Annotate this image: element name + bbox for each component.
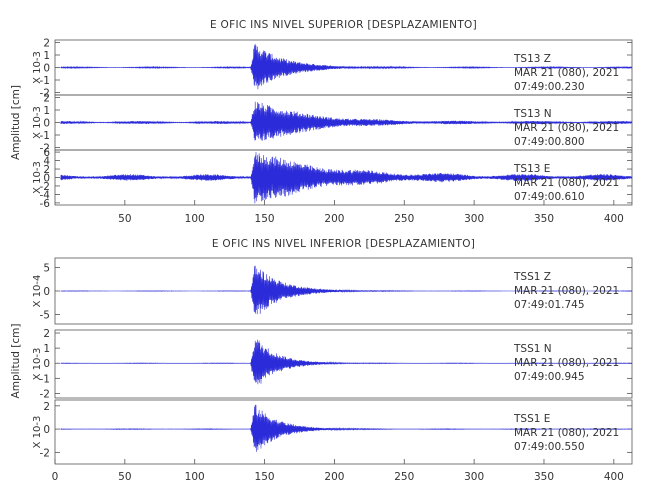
x-tick-label: 150 (255, 213, 275, 225)
trace-panel-ts13-n: 210-1-2 X 10-3 TS13 N MAR 21 (080), 2021 07:… (32, 93, 633, 155)
scale-label: X 10-3 (32, 106, 43, 139)
x-tick-label: 350 (534, 213, 554, 225)
x-tick-label: 250 (394, 471, 414, 483)
waveform-trace (60, 101, 633, 141)
y-tick-label: 4 (43, 156, 50, 168)
chart-panel-2: E OFIC INS NIVEL INFERIOR [DESPLAZAMIENT… (10, 238, 633, 483)
waveform-trace (60, 265, 633, 315)
trace-panel-tss1-e: 2 0 -2X 10-3 TSS1 E MAR 21 (080), 2021 07:49:… (32, 399, 633, 465)
trace-date: MAR 21 (080), 2021 (514, 357, 619, 369)
station-component-label: TS13 Z (513, 53, 551, 65)
scale-label: X 10-3 (32, 416, 43, 449)
y-tick-label: 0 (43, 63, 50, 75)
x-tick-label: 250 (394, 213, 414, 225)
y-tick-label: 1 (43, 50, 50, 62)
y-tick-label: -2 (40, 88, 50, 100)
scale-label: X 10-3 (32, 348, 43, 381)
x-tick-label: 300 (464, 213, 484, 225)
trace-time: 07:49:00.610 (514, 191, 585, 203)
y-tick-label: 2 (43, 328, 50, 340)
scale-label: X 10-4 (32, 275, 43, 308)
trace-date: MAR 21 (080), 2021 (514, 177, 619, 189)
trace-time: 07:49:00.550 (514, 441, 585, 453)
x-tick-label: 100 (185, 213, 205, 225)
chart-title: E OFIC INS NIVEL INFERIOR [DESPLAZAMIENT… (212, 238, 475, 250)
panel-frame (54, 399, 633, 465)
waveform-trace (60, 339, 633, 385)
trace-time: 07:49:00.800 (514, 136, 585, 148)
x-tick-label: 100 (185, 471, 205, 483)
trace-panel-ts13-z: 210-1-2 X 10-3 TS13 Z MAR 21 (080), 2021 07:… (32, 38, 633, 100)
trace-date: MAR 21 (080), 2021 (514, 285, 619, 297)
y-tick-label: 6 (43, 147, 50, 159)
y-tick-label: 0 (43, 358, 50, 370)
trace-date: MAR 21 (080), 2021 (514, 427, 619, 439)
waveform-trace (60, 43, 633, 90)
y-tick-label: 2 (43, 93, 50, 105)
x-tick-label: 350 (534, 471, 554, 483)
station-component-label: TS13 N (513, 108, 552, 120)
y-tick-label: -2 (40, 181, 50, 193)
trace-panel-tss1-z: 5 0 -5 X 10-4 TSS1 Z MAR 21 (080), 2021 07:49:… (32, 257, 633, 325)
y-tick-label: 0 (43, 286, 50, 298)
y-tick-label: 2 (43, 401, 50, 413)
waveform-trace (60, 152, 633, 204)
chart-title: E OFIC INS NIVEL SUPERIOR [DESPLAZAMIENT… (210, 19, 477, 31)
y-tick-label: -1 (40, 130, 50, 142)
station-component-label: TSS1 N (513, 343, 552, 355)
y-tick-label: -2 (40, 143, 50, 155)
y-tick-label: 0 (43, 424, 50, 436)
trace-date: MAR 21 (080), 2021 (514, 122, 619, 134)
x-tick-label: 200 (324, 213, 344, 225)
x-tick-label: 400 (604, 213, 624, 225)
scale-label: X 10-3 (32, 161, 43, 194)
trace-time: 07:49:00.945 (514, 371, 585, 383)
chart-panel-1: E OFIC INS NIVEL SUPERIOR [DESPLAZAMIENT… (10, 19, 633, 225)
y-tick-label: -1 (40, 75, 50, 87)
y-tick-label: -1 (40, 373, 50, 385)
panel-frame (54, 329, 633, 399)
trace-time: 07:49:01.745 (514, 299, 585, 311)
station-component-label: TSS1 E (513, 413, 550, 425)
trace-date: MAR 21 (080), 2021 (514, 67, 619, 79)
x-tick-label: 150 (255, 471, 275, 483)
x-tick-label: 400 (604, 471, 624, 483)
scale-label: X 10-3 (32, 51, 43, 84)
y-tick-label: -2 (40, 388, 50, 400)
x-tick-label: 50 (118, 213, 131, 225)
waveform-trace (60, 404, 633, 452)
y-tick-label: 5 (43, 262, 50, 274)
y-axis-label: Amplitud [cm] (10, 324, 22, 399)
x-tick-label: 50 (118, 471, 131, 483)
y-tick-label: 2 (43, 164, 50, 176)
y-tick-label: 1 (43, 343, 50, 355)
y-tick-label: -2 (40, 447, 50, 459)
y-tick-label: -4 (40, 189, 51, 201)
x-tick-label: 200 (324, 471, 344, 483)
x-tick-label: 0 (52, 471, 59, 483)
y-tick-label: -6 (40, 198, 51, 210)
station-component-label: TSS1 Z (513, 271, 551, 283)
station-component-label: TS13 E (513, 163, 550, 175)
y-tick-label: 0 (43, 173, 50, 185)
trace-panel-tss1-n: 2 1 0 -1 -2 X 10-3 TSS1 N MAR 21 (080), 2021 07:… (32, 328, 633, 400)
y-tick-label: 0 (43, 118, 50, 130)
trace-time: 07:49:00.230 (514, 81, 585, 93)
x-tick-label: 300 (464, 471, 484, 483)
y-axis-label: Amplitud [cm] (10, 85, 22, 160)
y-tick-label: 2 (43, 38, 50, 50)
y-tick-label: 1 (43, 105, 50, 117)
y-tick-label: -5 (40, 310, 50, 322)
